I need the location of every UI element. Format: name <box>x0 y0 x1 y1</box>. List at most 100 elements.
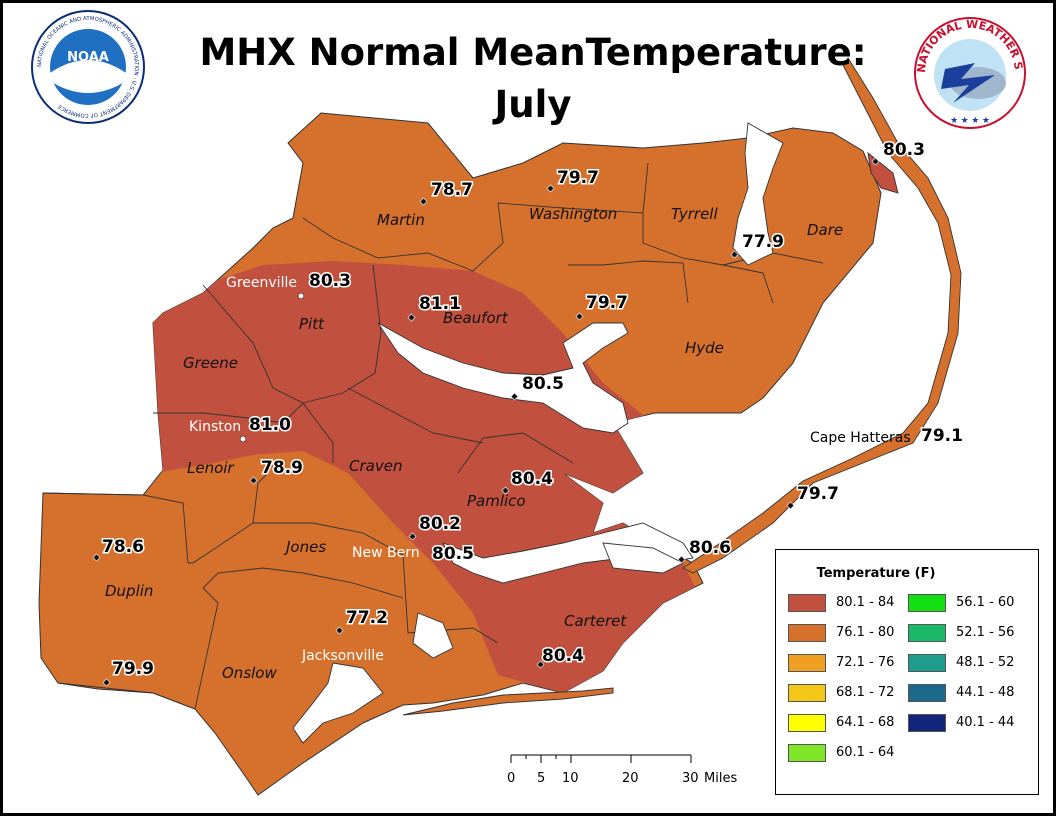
city-marker-greenville <box>297 292 305 300</box>
legend-label: 80.1 - 84 <box>836 595 895 610</box>
station-marker <box>92 553 101 562</box>
city-label-cape-hatteras: Cape Hatteras <box>810 430 911 446</box>
legend-swatch <box>788 744 826 762</box>
scale-tick-0: 0 <box>507 771 515 786</box>
station-marker <box>871 157 880 166</box>
city-label-jacksonville: Jacksonville <box>301 648 384 664</box>
bogue-banks <box>402 687 614 716</box>
legend-label: 60.1 - 64 <box>836 745 895 760</box>
legend-label: 68.1 - 72 <box>836 685 895 700</box>
station-value: 80.5 <box>522 374 564 394</box>
station-value: 80.2 <box>419 514 461 534</box>
city-label-new-bern: New Bern <box>352 545 420 561</box>
station-value: 78.9 <box>261 458 303 478</box>
station-value: 80.3 <box>883 140 925 160</box>
station-value: 81.0 <box>249 415 291 435</box>
legend-swatch <box>788 594 826 612</box>
legend-label: 40.1 - 44 <box>956 715 1015 730</box>
station-value: 80.6 <box>689 538 731 558</box>
station-value: 79.9 <box>112 659 154 679</box>
scale-tick-20: 20 <box>622 771 639 786</box>
legend-label: 48.1 - 52 <box>956 655 1015 670</box>
legend-label: 52.1 - 56 <box>956 625 1015 640</box>
city-label-greenville: Greenville <box>226 275 297 291</box>
station-marker <box>510 392 519 401</box>
legend-label: 44.1 - 48 <box>956 685 1015 700</box>
legend-swatch <box>788 654 826 672</box>
station-value: 80.4 <box>511 469 553 489</box>
county-label-beaufort: Beaufort <box>443 309 509 327</box>
station-value: 81.1 <box>419 294 461 314</box>
station-marker <box>249 476 258 485</box>
legend-title: Temperature (F) <box>816 566 936 581</box>
scale-unit: Miles <box>704 771 737 786</box>
scale-tick-10: 10 <box>562 771 579 786</box>
county-label-onslow: Onslow <box>222 664 277 682</box>
legend-label: 76.1 - 80 <box>836 625 895 640</box>
county-label-pitt: Pitt <box>299 315 325 333</box>
scale-tick-5: 5 <box>537 771 545 786</box>
station-marker <box>677 555 686 564</box>
station-marker <box>536 660 545 669</box>
station-value: 80.3 <box>309 271 351 291</box>
scale-bar: 0 5 10 20 30 Miles <box>507 754 737 786</box>
station-marker <box>730 250 739 259</box>
county-label-washington: Washington <box>529 205 617 223</box>
station-value: 79.1 <box>921 426 963 446</box>
legend-swatch <box>908 624 946 642</box>
title-line-2: July <box>494 83 572 126</box>
city-label-kinston: Kinston <box>189 419 241 435</box>
noaa-center-text: NOAA <box>67 50 109 65</box>
county-label-carteret: Carteret <box>564 612 627 630</box>
county-label-hyde: Hyde <box>685 339 724 357</box>
legend-swatch <box>908 714 946 732</box>
station-value: 78.7 <box>431 180 473 200</box>
legend-label: 72.1 - 76 <box>836 655 895 670</box>
station-markers: 78.7 79.7 80.3 77.9 80.3 81.1 79.7 80.5 … <box>92 139 964 687</box>
legend-swatch <box>788 714 826 732</box>
county-label-martin: Martin <box>377 211 425 229</box>
station-value: 77.9 <box>742 232 784 252</box>
legend-swatch <box>788 684 826 702</box>
county-label-duplin: Duplin <box>105 582 153 600</box>
temperature-map: NOAA NATIONAL OCEANIC AND ATMOSPHERIC AD… <box>3 3 1026 796</box>
station-marker <box>407 313 416 322</box>
legend-label: 56.1 - 60 <box>956 595 1015 610</box>
county-label-jones: Jones <box>283 538 326 556</box>
station-marker <box>419 197 428 206</box>
scale-tick-30: 30 <box>682 771 699 786</box>
outer-banks <box>682 57 962 574</box>
map-title: MHX Normal MeanTemperature: July <box>183 27 883 131</box>
legend-swatch <box>908 594 946 612</box>
legend: Temperature (F) 80.1 - 84 76.1 - 80 72.1 -… <box>775 549 1039 795</box>
county-label-greene: Greene <box>183 354 238 372</box>
nws-stars-icon: ★ ★ ★ ★ <box>950 115 990 125</box>
title-line-1: MHX Normal MeanTemperature: <box>199 31 867 74</box>
county-label-pamlico: Pamlico <box>467 492 526 510</box>
warm-zone <box>153 261 703 693</box>
city-marker-kinston <box>239 435 247 443</box>
noaa-logo: NOAA NATIONAL OCEANIC AND ATMOSPHERIC AD… <box>31 10 145 124</box>
city-labels: Greenville Kinston New Bern Jacksonville… <box>189 275 911 664</box>
station-value: 80.5 <box>432 544 474 564</box>
station-marker <box>546 184 555 193</box>
station-value: 79.7 <box>586 293 628 313</box>
station-marker <box>335 626 344 635</box>
county-label-tyrrell: Tyrrell <box>671 205 718 223</box>
county-labels: Martin Washington Tyrrell Dare Pitt Beau… <box>105 205 843 682</box>
water-bodies <box>292 122 784 744</box>
county-label-craven: Craven <box>349 457 402 475</box>
station-marker <box>408 532 417 541</box>
legend-swatch <box>908 684 946 702</box>
scale-bar-lines <box>510 754 692 763</box>
station-marker <box>102 678 111 687</box>
station-value: 80.4 <box>542 646 584 666</box>
station-marker <box>786 501 795 510</box>
station-value: 79.7 <box>797 484 839 504</box>
station-marker <box>501 486 510 495</box>
legend-label: 64.1 - 68 <box>836 715 895 730</box>
legend-swatch <box>908 654 946 672</box>
station-value: 79.7 <box>557 168 599 188</box>
county-label-lenoir: Lenoir <box>187 459 234 477</box>
